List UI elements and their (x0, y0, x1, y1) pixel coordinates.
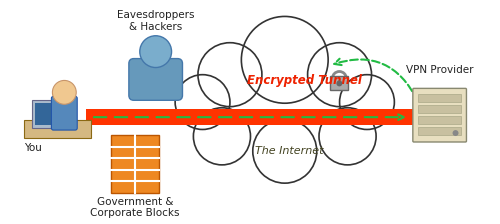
Text: The Internet: The Internet (256, 146, 324, 156)
Bar (418, 94, 462, 102)
Bar (418, 127, 462, 135)
Text: Eavesdroppers
& Hackers: Eavesdroppers & Hackers (117, 10, 194, 32)
FancyBboxPatch shape (129, 59, 182, 100)
Bar (330, 76, 348, 90)
Circle shape (452, 130, 458, 136)
Bar (86, 109, 414, 117)
Bar (34, 103, 64, 125)
Bar (86, 117, 414, 125)
Bar (418, 116, 462, 124)
FancyBboxPatch shape (111, 135, 158, 193)
FancyBboxPatch shape (52, 96, 77, 130)
Circle shape (336, 80, 342, 86)
Bar (24, 120, 91, 138)
Circle shape (140, 36, 172, 67)
Text: You: You (24, 143, 42, 153)
FancyArrowPatch shape (334, 59, 417, 101)
Text: Government &
Corporate Blocks: Government & Corporate Blocks (90, 197, 180, 218)
Bar (32, 100, 66, 128)
Text: VPN Provider: VPN Provider (406, 65, 473, 75)
Bar (418, 105, 462, 113)
Circle shape (52, 80, 76, 104)
Text: Encrypted Tunnel: Encrypted Tunnel (247, 74, 362, 87)
FancyBboxPatch shape (413, 88, 467, 142)
